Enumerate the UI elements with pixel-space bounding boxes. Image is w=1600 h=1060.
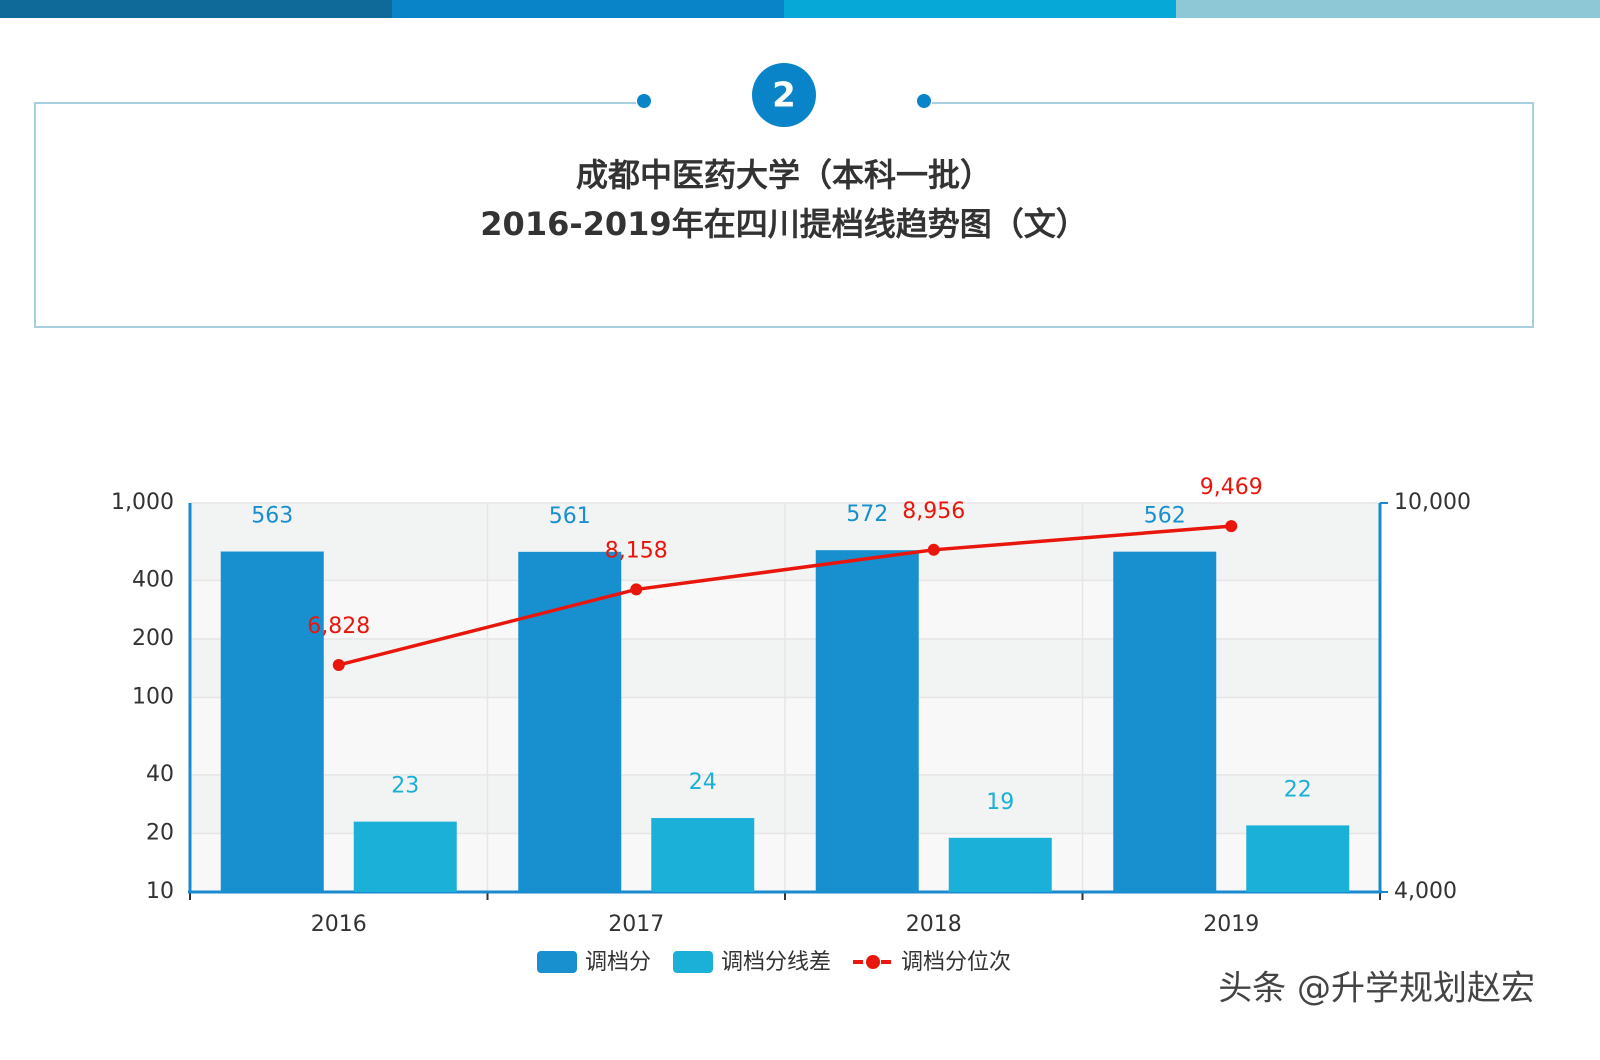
bar bbox=[1246, 825, 1350, 892]
line-point bbox=[927, 543, 940, 556]
line-point bbox=[1225, 520, 1238, 533]
x-tick-label: 2019 bbox=[1203, 912, 1259, 937]
y-tick-label: 200 bbox=[132, 626, 174, 651]
line bbox=[338, 524, 1232, 667]
badge bbox=[752, 63, 816, 127]
legend-swatch bbox=[537, 951, 577, 973]
legend-label: 调档分位次 bbox=[901, 950, 1011, 975]
y-tick-label: 20 bbox=[146, 820, 174, 845]
line-point bbox=[630, 583, 643, 596]
y-tick-label: 100 bbox=[132, 685, 174, 710]
chart-title: 成都中医药大学（本科一批） bbox=[576, 156, 992, 194]
value-label: 22 bbox=[1284, 777, 1312, 802]
value-label: 8,956 bbox=[902, 499, 965, 524]
plot: 10 20 40 100 200 400 1,000 4,000 10,000 2016 2017 2… bbox=[111, 475, 1471, 975]
y-tick-label: 1,000 bbox=[111, 490, 174, 515]
bar bbox=[353, 821, 457, 892]
value-label: 24 bbox=[689, 770, 717, 795]
y-tick-label: 400 bbox=[132, 567, 174, 592]
value-label: 6,828 bbox=[307, 614, 370, 639]
top-stripe bbox=[1176, 0, 1600, 18]
top-stripe bbox=[784, 0, 1176, 18]
bar bbox=[1113, 551, 1217, 892]
legend-label: 调档分 bbox=[585, 950, 651, 975]
bar bbox=[815, 550, 919, 892]
header-dot bbox=[637, 94, 651, 108]
x-tick-label: 2018 bbox=[906, 912, 962, 937]
bar bbox=[651, 818, 755, 892]
badge-number: 2 bbox=[772, 76, 796, 116]
top-stripe bbox=[392, 0, 784, 18]
value-label: 9,469 bbox=[1200, 475, 1263, 500]
header-dot bbox=[917, 94, 931, 108]
y2-tick-label: 4,000 bbox=[1394, 879, 1457, 904]
line-point bbox=[332, 658, 345, 671]
value-label: 572 bbox=[846, 502, 888, 527]
watermark: 头条 @升学规划赵宏 bbox=[1218, 969, 1535, 1009]
x-tick-label: 2016 bbox=[311, 912, 367, 937]
legend-swatch bbox=[866, 955, 881, 969]
legend-swatch bbox=[673, 951, 714, 973]
legend-label: 调档分线差 bbox=[721, 950, 831, 975]
bar bbox=[518, 551, 622, 892]
value-label: 23 bbox=[391, 774, 419, 799]
bar bbox=[220, 551, 324, 892]
value-label: 19 bbox=[986, 790, 1014, 815]
bar bbox=[948, 837, 1052, 892]
x-tick-label: 2017 bbox=[608, 912, 664, 937]
value-label: 8,158 bbox=[605, 538, 668, 563]
y2-tick-label: 10,000 bbox=[1394, 490, 1471, 515]
value-label: 561 bbox=[549, 504, 591, 529]
chart-subtitle: 2016-2019年在四川提档线趋势图（文） bbox=[480, 205, 1087, 243]
y-tick-label: 10 bbox=[146, 879, 174, 904]
value-label: 563 bbox=[251, 504, 293, 529]
value-label: 562 bbox=[1144, 504, 1186, 529]
y-tick-label: 40 bbox=[146, 762, 174, 787]
top-stripe bbox=[0, 0, 392, 18]
